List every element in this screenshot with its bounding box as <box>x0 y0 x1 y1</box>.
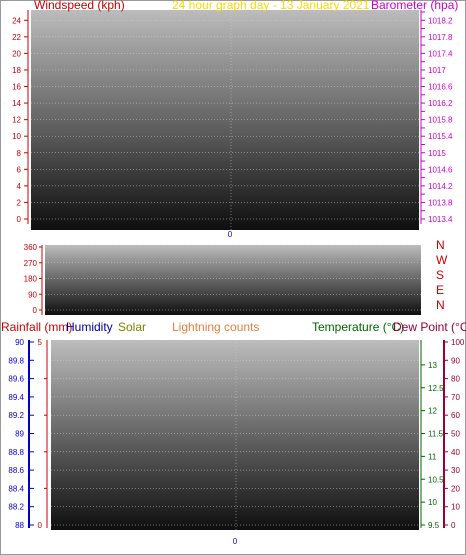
windspeed-tick-label: 12 <box>12 116 21 125</box>
humidity-legend: Humidity <box>66 320 113 334</box>
windspeed-tick-label: 4 <box>17 182 22 191</box>
barometer-tick-label: 1014.2 <box>428 182 453 191</box>
rainfall-tick-label: 88.2 <box>8 503 24 512</box>
temperature-tick-label: 9.5 <box>428 521 440 530</box>
humidity-tick-label: 10 <box>451 503 460 512</box>
lightning-tick-label: 5 <box>38 338 43 347</box>
humidity-tick-label: 40 <box>451 448 460 457</box>
humidity-tick-label: 20 <box>451 484 460 493</box>
humidity-tick-label: 80 <box>451 375 460 384</box>
windspeed-tick-label: 16 <box>12 83 21 92</box>
humidity-tick-label: 90 <box>451 356 460 365</box>
barometer-tick-label: 1015.4 <box>428 132 453 141</box>
barometer-tick-label: 1017 <box>428 66 446 75</box>
compass-label: N <box>436 238 445 252</box>
temperature-tick-label: 10.5 <box>428 475 444 484</box>
chart-title: 24 hour graph day - 13 January 2021 <box>172 0 370 12</box>
windspeed-tick-label: 6 <box>17 165 22 174</box>
windspeed-axis-label: Windspeed (kph) <box>34 0 125 12</box>
compass-label: S <box>436 268 444 282</box>
rainfall-tick-label: 90 <box>15 338 24 347</box>
barometer-tick-label: 1018.2 <box>428 16 453 25</box>
rain-temp-plot-area <box>51 340 419 530</box>
humidity-tick-label: 70 <box>451 393 460 402</box>
rainfall-tick-label: 89.8 <box>8 356 24 365</box>
windspeed-tick-label: 22 <box>12 33 21 42</box>
humidity-tick-label: 50 <box>451 430 460 439</box>
temperature-tick-label: 12.5 <box>428 384 444 393</box>
solar-legend: Solar <box>118 320 146 334</box>
wind-direction-tick-label: 0 <box>33 306 38 315</box>
barometer-tick-label: 1017.4 <box>428 49 453 58</box>
windspeed-tick-label: 18 <box>12 66 21 75</box>
temperature-tick-label: 12 <box>428 407 437 416</box>
barometer-tick-label: 1016.2 <box>428 99 453 108</box>
barometer-axis-label: Barometer (hpa) <box>371 0 458 12</box>
lightning-legend: Lightning counts <box>172 320 259 334</box>
barometer-tick-label: 1016.6 <box>428 83 453 92</box>
windspeed-tick-label: 0 <box>17 215 22 224</box>
dewpoint-legend: Dew Point (°C) <box>393 320 466 334</box>
rainfall-tick-label: 89.6 <box>8 375 24 384</box>
humidity-tick-label: 30 <box>451 466 460 475</box>
rainfall-tick-label: 89 <box>15 430 24 439</box>
barometer-tick-label: 1017.8 <box>428 33 453 42</box>
humidity-tick-label: 100 <box>451 338 465 347</box>
windspeed-tick-label: 10 <box>12 132 21 141</box>
temperature-legend: Temperature (°C) <box>312 320 404 334</box>
rainfall-tick-label: 88.4 <box>8 484 24 493</box>
humidity-tick-label: 60 <box>451 411 460 420</box>
wind-direction-tick-label: 90 <box>28 290 37 299</box>
windspeed-tick-label: 8 <box>17 149 22 158</box>
wind-baro-plot-area <box>31 10 419 230</box>
windspeed-tick-label: 14 <box>12 99 21 108</box>
barometer-tick-label: 1015 <box>428 149 446 158</box>
rainfall-tick-label: 89.4 <box>8 393 24 402</box>
compass-label: W <box>436 253 448 267</box>
temperature-tick-label: 11.5 <box>428 430 444 439</box>
wind-direction-plot-area <box>45 245 421 315</box>
wind-direction-tick-label: 180 <box>24 275 38 284</box>
rainfall-tick-label: 88.6 <box>8 466 24 475</box>
wind-baro-x-tick: 0 <box>228 230 233 239</box>
compass-label: N <box>436 298 445 312</box>
barometer-tick-label: 1015.8 <box>428 116 453 125</box>
windspeed-tick-label: 24 <box>12 16 21 25</box>
wind-direction-tick-label: 270 <box>24 259 38 268</box>
lightning-tick-label: 0 <box>38 521 43 530</box>
barometer-tick-label: 1013.8 <box>428 198 453 207</box>
barometer-tick-label: 1013.4 <box>428 215 453 224</box>
rainfall-legend: Rainfall (mm) <box>1 320 72 334</box>
rainfall-tick-label: 88 <box>15 521 24 530</box>
temperature-tick-label: 13 <box>428 361 437 370</box>
humidity-tick-label: 0 <box>451 521 456 530</box>
rainfall-tick-label: 89.2 <box>8 411 24 420</box>
windspeed-tick-label: 2 <box>17 198 22 207</box>
windspeed-tick-label: 20 <box>12 49 21 58</box>
rainfall-tick-label: 88.8 <box>8 448 24 457</box>
temperature-tick-label: 10 <box>428 498 437 507</box>
temperature-tick-label: 11 <box>428 452 437 461</box>
rain-temp-x-tick: 0 <box>233 537 238 546</box>
wind-direction-tick-label: 360 <box>24 243 38 252</box>
compass-label: E <box>436 283 444 297</box>
barometer-tick-label: 1014.6 <box>428 165 453 174</box>
